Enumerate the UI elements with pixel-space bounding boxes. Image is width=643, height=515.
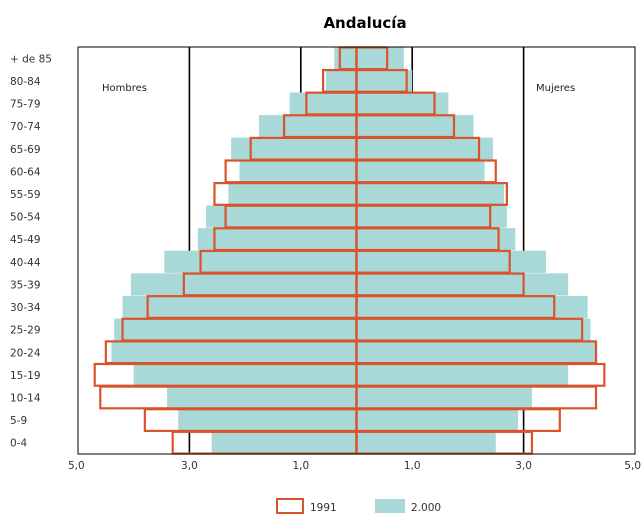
bar-2000-men-20-24 [111, 341, 357, 364]
bar-2000-women-80-84 [356, 69, 413, 92]
y-tick-label: 5-9 [10, 415, 27, 427]
x-axis-labels: 5,0 3,0 1,0 1,0 3,0 5,0 [68, 460, 641, 472]
bar-2000-men-25-29 [114, 318, 357, 341]
bar-2000-women-50-54 [356, 205, 507, 228]
bar-2000-men-15-19 [133, 363, 357, 386]
bar-2000-women-65-69 [356, 137, 493, 160]
x-tick-label: 5,0 [68, 460, 85, 472]
legend-label-2000: 2.000 [411, 502, 441, 514]
y-tick-label: 50-54 [10, 212, 41, 224]
bar-2000-women-45-49 [356, 228, 516, 251]
y-tick-label: 80-84 [10, 76, 41, 88]
y-tick-label: 65-69 [10, 144, 41, 156]
bar-2000-women-35-39 [356, 273, 569, 296]
side-label-hombres: Hombres [102, 83, 147, 94]
bar-2000-men-75-79 [289, 92, 357, 115]
y-tick-label: 25-29 [10, 325, 41, 337]
legend-swatch-2000 [375, 499, 405, 513]
x-tick-label: 5,0 [624, 460, 641, 472]
x-tick-label: 1,0 [404, 460, 421, 472]
legend: 1991 2.000 [276, 498, 441, 514]
y-tick-label: + de 85 [10, 53, 52, 65]
y-tick-label: 75-79 [10, 99, 41, 111]
bar-2000-women-25-29 [356, 318, 591, 341]
bar-2000-women-55-59 [356, 182, 505, 206]
bar-2000-men-35-39 [130, 273, 357, 296]
bar-2000-women-75-79 [356, 92, 449, 115]
legend-label-1991: 1991 [310, 502, 337, 514]
y-tick-label: 30-34 [10, 302, 41, 314]
y-tick-label: 45-49 [10, 234, 41, 246]
bar-2000-men-45-49 [197, 228, 357, 251]
bar-2000-women-30-34 [356, 295, 588, 319]
y-tick-label: 40-44 [10, 257, 41, 269]
bar-2000-women-+ de 85 [356, 47, 404, 70]
y-tick-label: 15-19 [10, 370, 41, 382]
bar-2000-men-0-4 [211, 431, 357, 454]
bar-2000-men-5-9 [178, 409, 357, 432]
bar-2000-men-80-84 [325, 69, 357, 92]
bar-2000-women-5-9 [356, 409, 519, 432]
bar-2000-men-30-34 [122, 295, 357, 319]
bar-2000-men-55-59 [228, 182, 357, 206]
bar-2000-men-+ de 85 [334, 47, 357, 70]
y-tick-label: 55-59 [10, 189, 41, 201]
bar-2000-women-10-14 [356, 386, 532, 409]
side-label-mujeres: Mujeres [536, 83, 575, 94]
y-tick-label: 70-74 [10, 121, 41, 133]
y-tick-label: 10-14 [10, 392, 41, 404]
bar-2000-women-40-44 [356, 250, 546, 273]
y-tick-label: 0-4 [10, 438, 27, 450]
x-tick-label: 3,0 [515, 460, 532, 472]
bar-2000-women-20-24 [356, 341, 597, 364]
series-2000-bars [111, 47, 597, 454]
y-tick-label: 60-64 [10, 166, 41, 178]
bar-2000-men-10-14 [167, 386, 357, 409]
chart-title: Andalucía [323, 14, 406, 32]
x-tick-label: 1,0 [292, 460, 309, 472]
bar-2000-women-0-4 [356, 431, 496, 454]
bar-2000-men-40-44 [164, 250, 357, 273]
bar-2000-men-60-64 [239, 160, 357, 183]
bar-2000-women-70-74 [356, 115, 474, 138]
x-tick-label: 3,0 [181, 460, 198, 472]
y-axis-labels: + de 85 80-84 75-79 70-74 65-69 60-64 55-59 50-… [10, 53, 52, 449]
bar-2000-women-60-64 [356, 160, 485, 183]
bar-2000-men-65-69 [231, 137, 357, 160]
bar-2000-women-15-19 [356, 363, 569, 386]
legend-swatch-1991 [276, 498, 304, 514]
y-tick-label: 35-39 [10, 279, 41, 291]
plot-frame [77, 46, 636, 455]
bar-2000-men-70-74 [259, 115, 357, 138]
bar-2000-men-50-54 [206, 205, 357, 228]
y-tick-label: 20-24 [10, 347, 41, 359]
